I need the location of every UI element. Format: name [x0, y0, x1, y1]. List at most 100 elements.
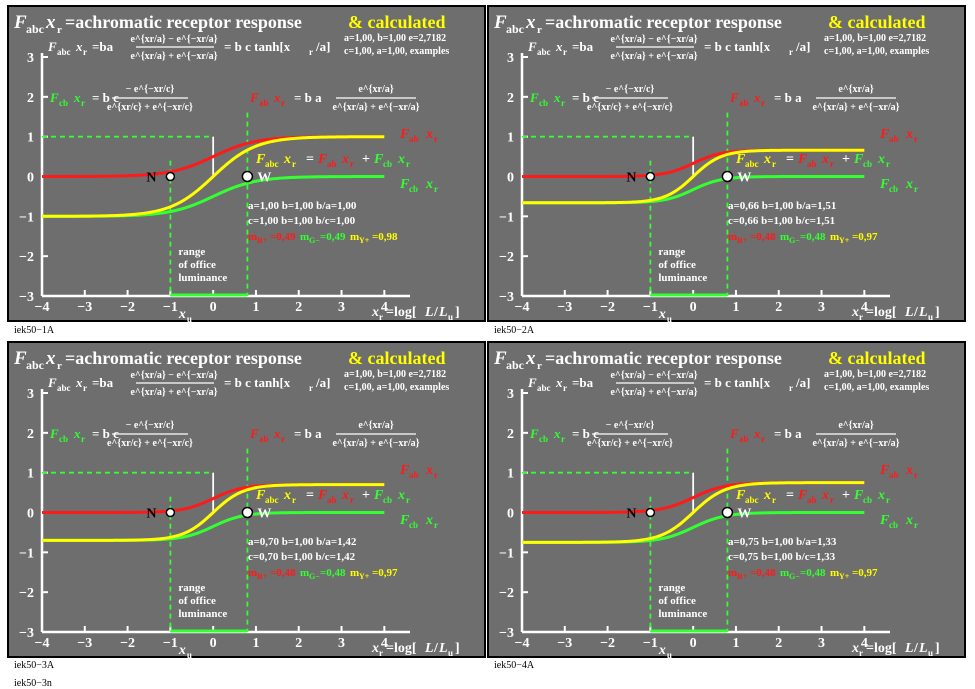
x-tick-label: 0	[690, 300, 697, 315]
sum-fcb-x: x	[877, 488, 885, 503]
x-tick-label: −1	[643, 636, 658, 651]
eq-fcb-F: F	[529, 90, 539, 105]
x-tick-label: −4	[515, 300, 530, 315]
xu-label: x	[178, 307, 186, 322]
title-paren-open: x	[525, 348, 536, 369]
metric-mR-label: m	[248, 231, 257, 243]
x-tick-label: 1	[252, 300, 259, 315]
eq-fabc-sub: abc	[57, 47, 71, 57]
range-label-line: of office	[178, 595, 216, 607]
eq-fabc-x: x	[75, 39, 83, 54]
metric-mG-label: m	[780, 567, 789, 579]
eq-fabc-denominator: e^{xr/a} + e^{−xr/a}	[130, 51, 217, 62]
sum-fabc-F: F	[255, 152, 266, 167]
eq-fab-sub: ab	[259, 434, 269, 444]
sum-fcb-x-sub: r	[406, 159, 410, 169]
legend-fcb-F: F	[399, 513, 410, 528]
legend-fcb-x: x	[905, 177, 913, 192]
x-axis-label-mid: =log[	[386, 305, 417, 320]
y-tick-label: 1	[27, 467, 34, 482]
eq-fabc-tail2: /a]	[795, 375, 810, 390]
sum-fabc-x-sub: r	[772, 495, 776, 505]
sum-fcb-F: F	[373, 152, 384, 167]
title-paren-open: x	[45, 12, 56, 33]
x-tick-label: −2	[120, 300, 135, 315]
x-tick-label: 2	[295, 300, 302, 315]
eq-fabc-x-sub: r	[83, 383, 87, 393]
sum-plus: +	[362, 152, 370, 167]
metric-mY-sub: Y+	[839, 572, 850, 581]
eq-fcb-denominator: e^{xr/c} + e^{−xr/c}	[587, 102, 673, 113]
y-tick-label: −1	[499, 546, 514, 561]
legend-fab-x-sub: r	[914, 134, 918, 144]
eq-fabc-tail: = b c tanh[x	[224, 39, 291, 54]
y-tick-label: −1	[19, 546, 34, 561]
sum-equals: =	[306, 488, 314, 503]
metric-mY-label: m	[830, 231, 839, 243]
sum-fabc-x-sub: r	[292, 495, 296, 505]
point-N	[645, 171, 656, 182]
params-line-1: a=1,00, b=1,00 e=2,7182	[824, 33, 926, 44]
legend-fab-sub: ab	[889, 470, 899, 480]
eq-fabc-x: x	[75, 375, 83, 390]
eq-fabc-x-sub: r	[563, 47, 567, 57]
x-tick-label: 0	[690, 636, 697, 651]
eq-fabc-lead: =ba	[572, 375, 594, 390]
params-line-2: c=1,00, a=1,00, examples	[824, 382, 929, 393]
x-axis-label-L: L	[904, 641, 914, 656]
y-tick-label: 0	[27, 507, 34, 522]
x-axis-label-end: ]	[935, 305, 940, 320]
range-label-line: luminance	[658, 608, 707, 620]
title-symbol-F: F	[493, 12, 507, 33]
point-W	[241, 506, 254, 519]
legend-fab-sub: ab	[889, 134, 899, 144]
title-symbol-F: F	[493, 348, 507, 369]
x-tick-label: −2	[600, 636, 615, 651]
sum-fab-x-sub: r	[830, 495, 834, 505]
sum-fabc-F: F	[255, 488, 266, 503]
eq-fabc-tail: = b c tanh[x	[704, 39, 771, 54]
params-line-2: c=1,00, a=1,00, examples	[824, 46, 929, 57]
y-tick-label: −3	[19, 626, 34, 641]
panel-id-label: iek50−4A	[494, 660, 535, 671]
title-text: =achromatic receptor response	[65, 12, 302, 32]
eq-fab-F: F	[729, 426, 739, 441]
range-label-line: luminance	[178, 608, 227, 620]
eq-fcb-x: x	[73, 426, 81, 441]
metric-mY-value: =0,97	[372, 567, 398, 579]
info-line-1: a=0,66 b=1,00 b/a=1,51	[728, 200, 836, 212]
eq-fab-x: x	[273, 90, 281, 105]
eq-fcb-denominator: e^{xr/c} + e^{−xr/c}	[587, 438, 673, 449]
sum-fab-x: x	[821, 488, 829, 503]
y-tick-label: −1	[19, 210, 34, 225]
eq-fab-denominator: e^{xr/a} + e^{−xr/a}	[332, 438, 419, 449]
eq-fab-sub: ab	[259, 98, 269, 108]
eq-fcb-numerator: − e^{−xr/c}	[126, 420, 175, 431]
point-N	[165, 171, 176, 182]
x-axis-label-slash: /	[913, 305, 919, 320]
eq-fabc-x-sub: r	[563, 383, 567, 393]
eq-fab-sub: ab	[739, 98, 749, 108]
sum-fab-x: x	[821, 152, 829, 167]
eq-fabc-x: x	[555, 375, 563, 390]
eq-fabc-F: F	[47, 39, 57, 54]
sum-fcb-x-sub: r	[886, 159, 890, 169]
legend-fab-x-sub: r	[434, 134, 438, 144]
x-tick-label: −2	[120, 636, 135, 651]
legend-fcb-x-sub: r	[914, 520, 918, 530]
sum-fab-F: F	[317, 488, 328, 503]
legend-fcb-x-sub: r	[434, 520, 438, 530]
title-calculated: & calculated	[828, 348, 925, 368]
y-tick-label: −2	[499, 586, 514, 601]
y-tick-label: 3	[507, 387, 514, 402]
sum-fabc-sub: abc	[265, 159, 279, 169]
eq-fcb-x-sub: r	[561, 98, 565, 108]
xu-label-sub: u	[187, 650, 192, 660]
x-axis-label-end: ]	[455, 305, 460, 320]
y-tick-label: −2	[19, 586, 34, 601]
title-calculated: & calculated	[348, 348, 445, 368]
params-line-2: c=1,00, a=1,00, examples	[344, 46, 449, 57]
eq-fabc-numerator: e^{xr/a} − e^{−xr/a}	[130, 370, 217, 381]
range-label-line: of office	[658, 259, 696, 271]
